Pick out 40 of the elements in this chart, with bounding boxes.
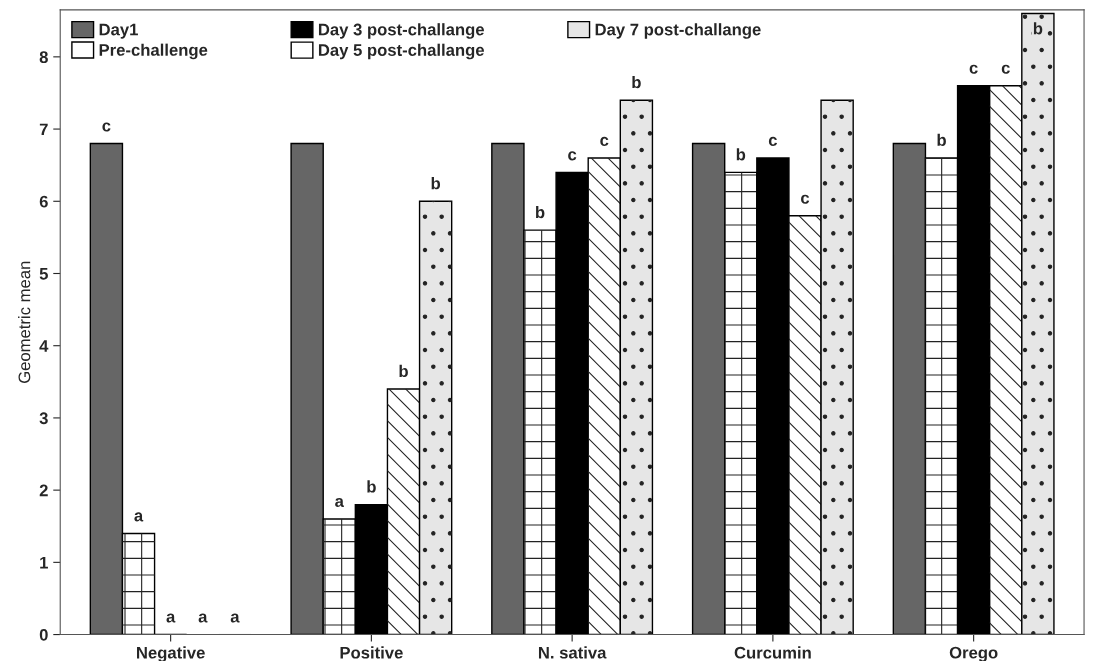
y-tick-label: 4 xyxy=(39,340,49,352)
data-label: c xyxy=(568,151,577,161)
data-label: b xyxy=(1033,22,1043,35)
x-tick-label: Positive xyxy=(340,646,403,659)
y-axis-title: Geometric mean xyxy=(18,261,31,383)
data-label: b xyxy=(367,480,376,493)
data-label: a xyxy=(198,613,208,623)
data-label: c xyxy=(801,194,810,204)
y-tick-label: 7 xyxy=(39,123,48,136)
data-label: a xyxy=(134,512,144,522)
data-label: b xyxy=(736,148,746,161)
legend-label: Pre-challenge xyxy=(99,43,208,60)
data-label: b xyxy=(399,364,408,378)
legend-label: Day 7 post-challange xyxy=(595,23,761,39)
data-label: b xyxy=(632,75,641,89)
y-tick-label: 0 xyxy=(39,628,48,641)
data-label: c xyxy=(768,136,778,146)
y-tick-label: 8 xyxy=(39,51,48,64)
data-label: b xyxy=(937,133,946,146)
x-tick-label: Orego xyxy=(949,646,998,661)
data-label: c xyxy=(1001,64,1010,74)
y-tick-label: 3 xyxy=(39,412,48,425)
data-label: c xyxy=(102,122,111,132)
y-tick-label: 2 xyxy=(39,484,48,497)
x-tick-label: N. sativa xyxy=(538,646,607,659)
legend-label: Day 5 post-challange xyxy=(318,43,484,60)
data-label: c xyxy=(969,64,978,74)
x-tick-label: Curcumin xyxy=(734,646,811,659)
y-tick-label: 6 xyxy=(39,195,48,208)
x-tick-label: Negative xyxy=(137,646,205,661)
data-label: c xyxy=(600,136,609,146)
legend-label: Day 3 post-challange xyxy=(318,23,484,39)
y-tick-label: 5 xyxy=(39,268,48,280)
y-tick-label: 1 xyxy=(40,556,48,569)
data-label: b xyxy=(536,205,545,219)
data-label: a xyxy=(335,497,345,508)
legend-label: Day1 xyxy=(99,23,138,39)
data-label: a xyxy=(230,613,240,623)
data-label: b xyxy=(431,177,441,190)
data-label: a xyxy=(166,613,176,623)
